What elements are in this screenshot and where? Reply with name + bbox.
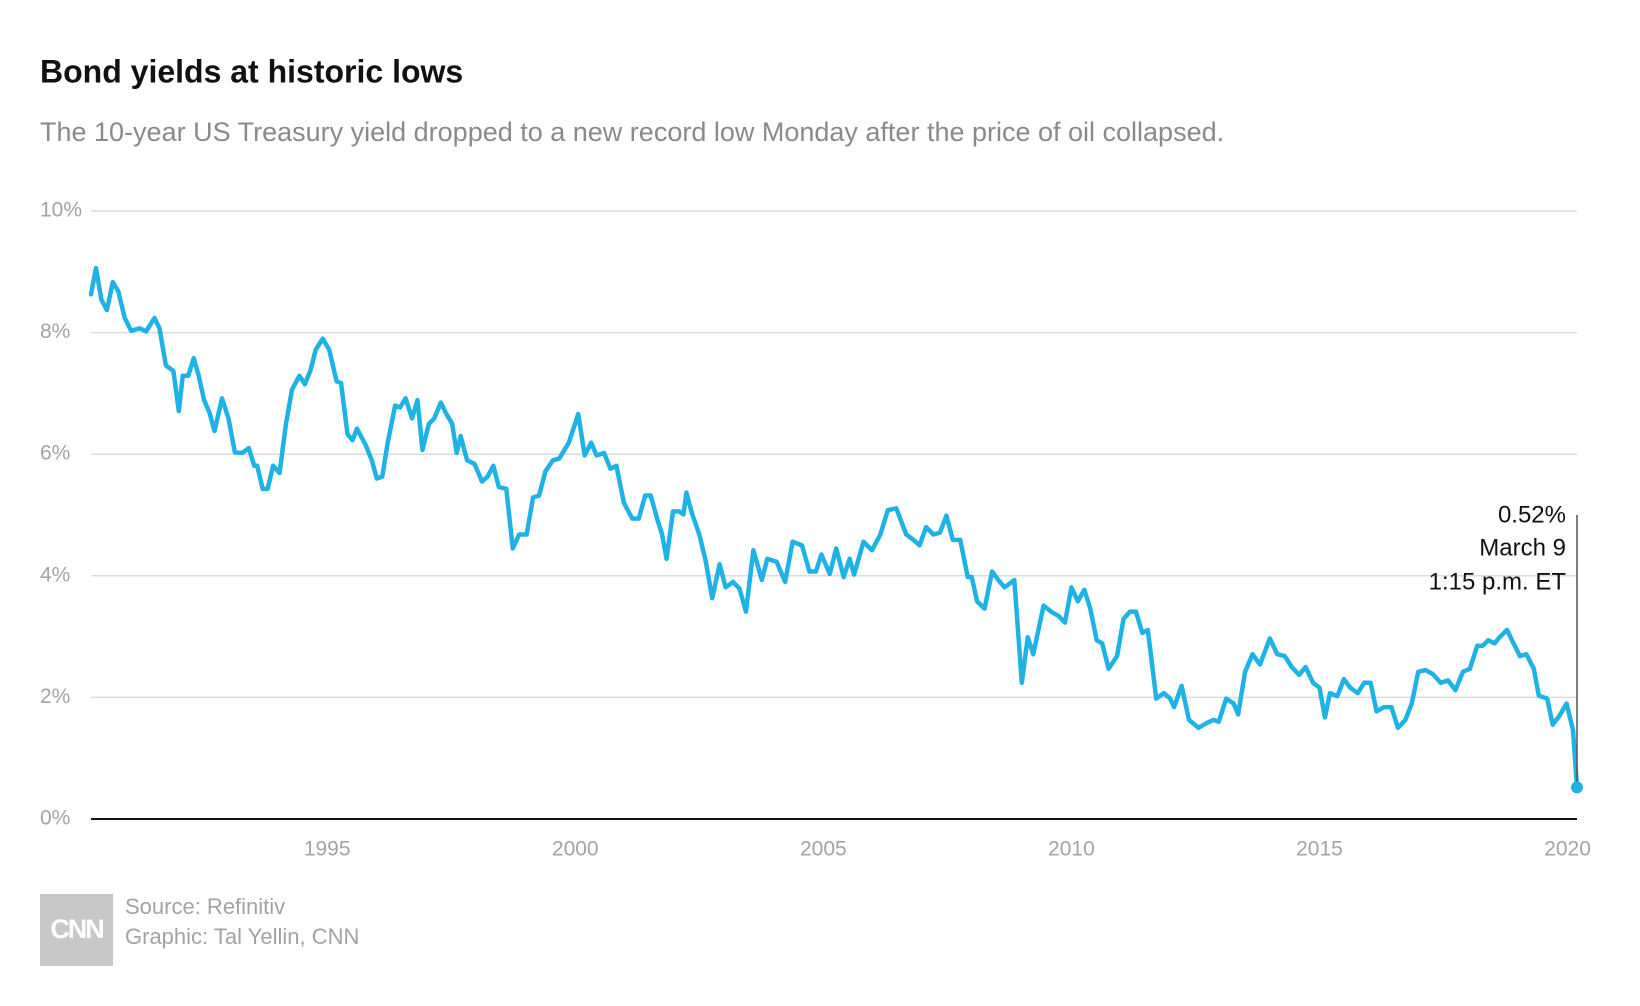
y-tick-label: 0% (40, 807, 70, 830)
x-tick-label: 2000 (552, 838, 599, 861)
annotation-date: March 9 (1479, 534, 1566, 561)
logo-box (40, 894, 113, 966)
x-tick-label: 2010 (1048, 838, 1095, 861)
annotation-value: 0.52% (1498, 501, 1566, 528)
y-tick-label: 8% (40, 320, 70, 343)
y-tick-label: 6% (40, 442, 70, 465)
y-tick-label: 4% (40, 563, 70, 586)
x-tick-label: 2020 (1544, 838, 1591, 861)
yield-line (88, 265, 1580, 790)
y-tick-label: 2% (40, 685, 70, 708)
logo: CNN (50, 914, 103, 944)
chart-subtitle: The 10-year US Treasury yield dropped to… (40, 117, 1224, 147)
source: Source: Refinitiv (125, 894, 285, 919)
x-tick-label: 2015 (1296, 838, 1343, 861)
chart-title: Bond yields at historic lows (40, 53, 463, 89)
x-tick-label: 1995 (304, 838, 351, 861)
end-point (1571, 781, 1583, 794)
x-tick-label: 2005 (800, 838, 847, 861)
credit: Graphic: Tal Yellin, CNN (125, 924, 359, 949)
y-tick-label: 10% (40, 199, 82, 222)
annotation-time: 1:15 p.m. ET (1429, 568, 1567, 595)
